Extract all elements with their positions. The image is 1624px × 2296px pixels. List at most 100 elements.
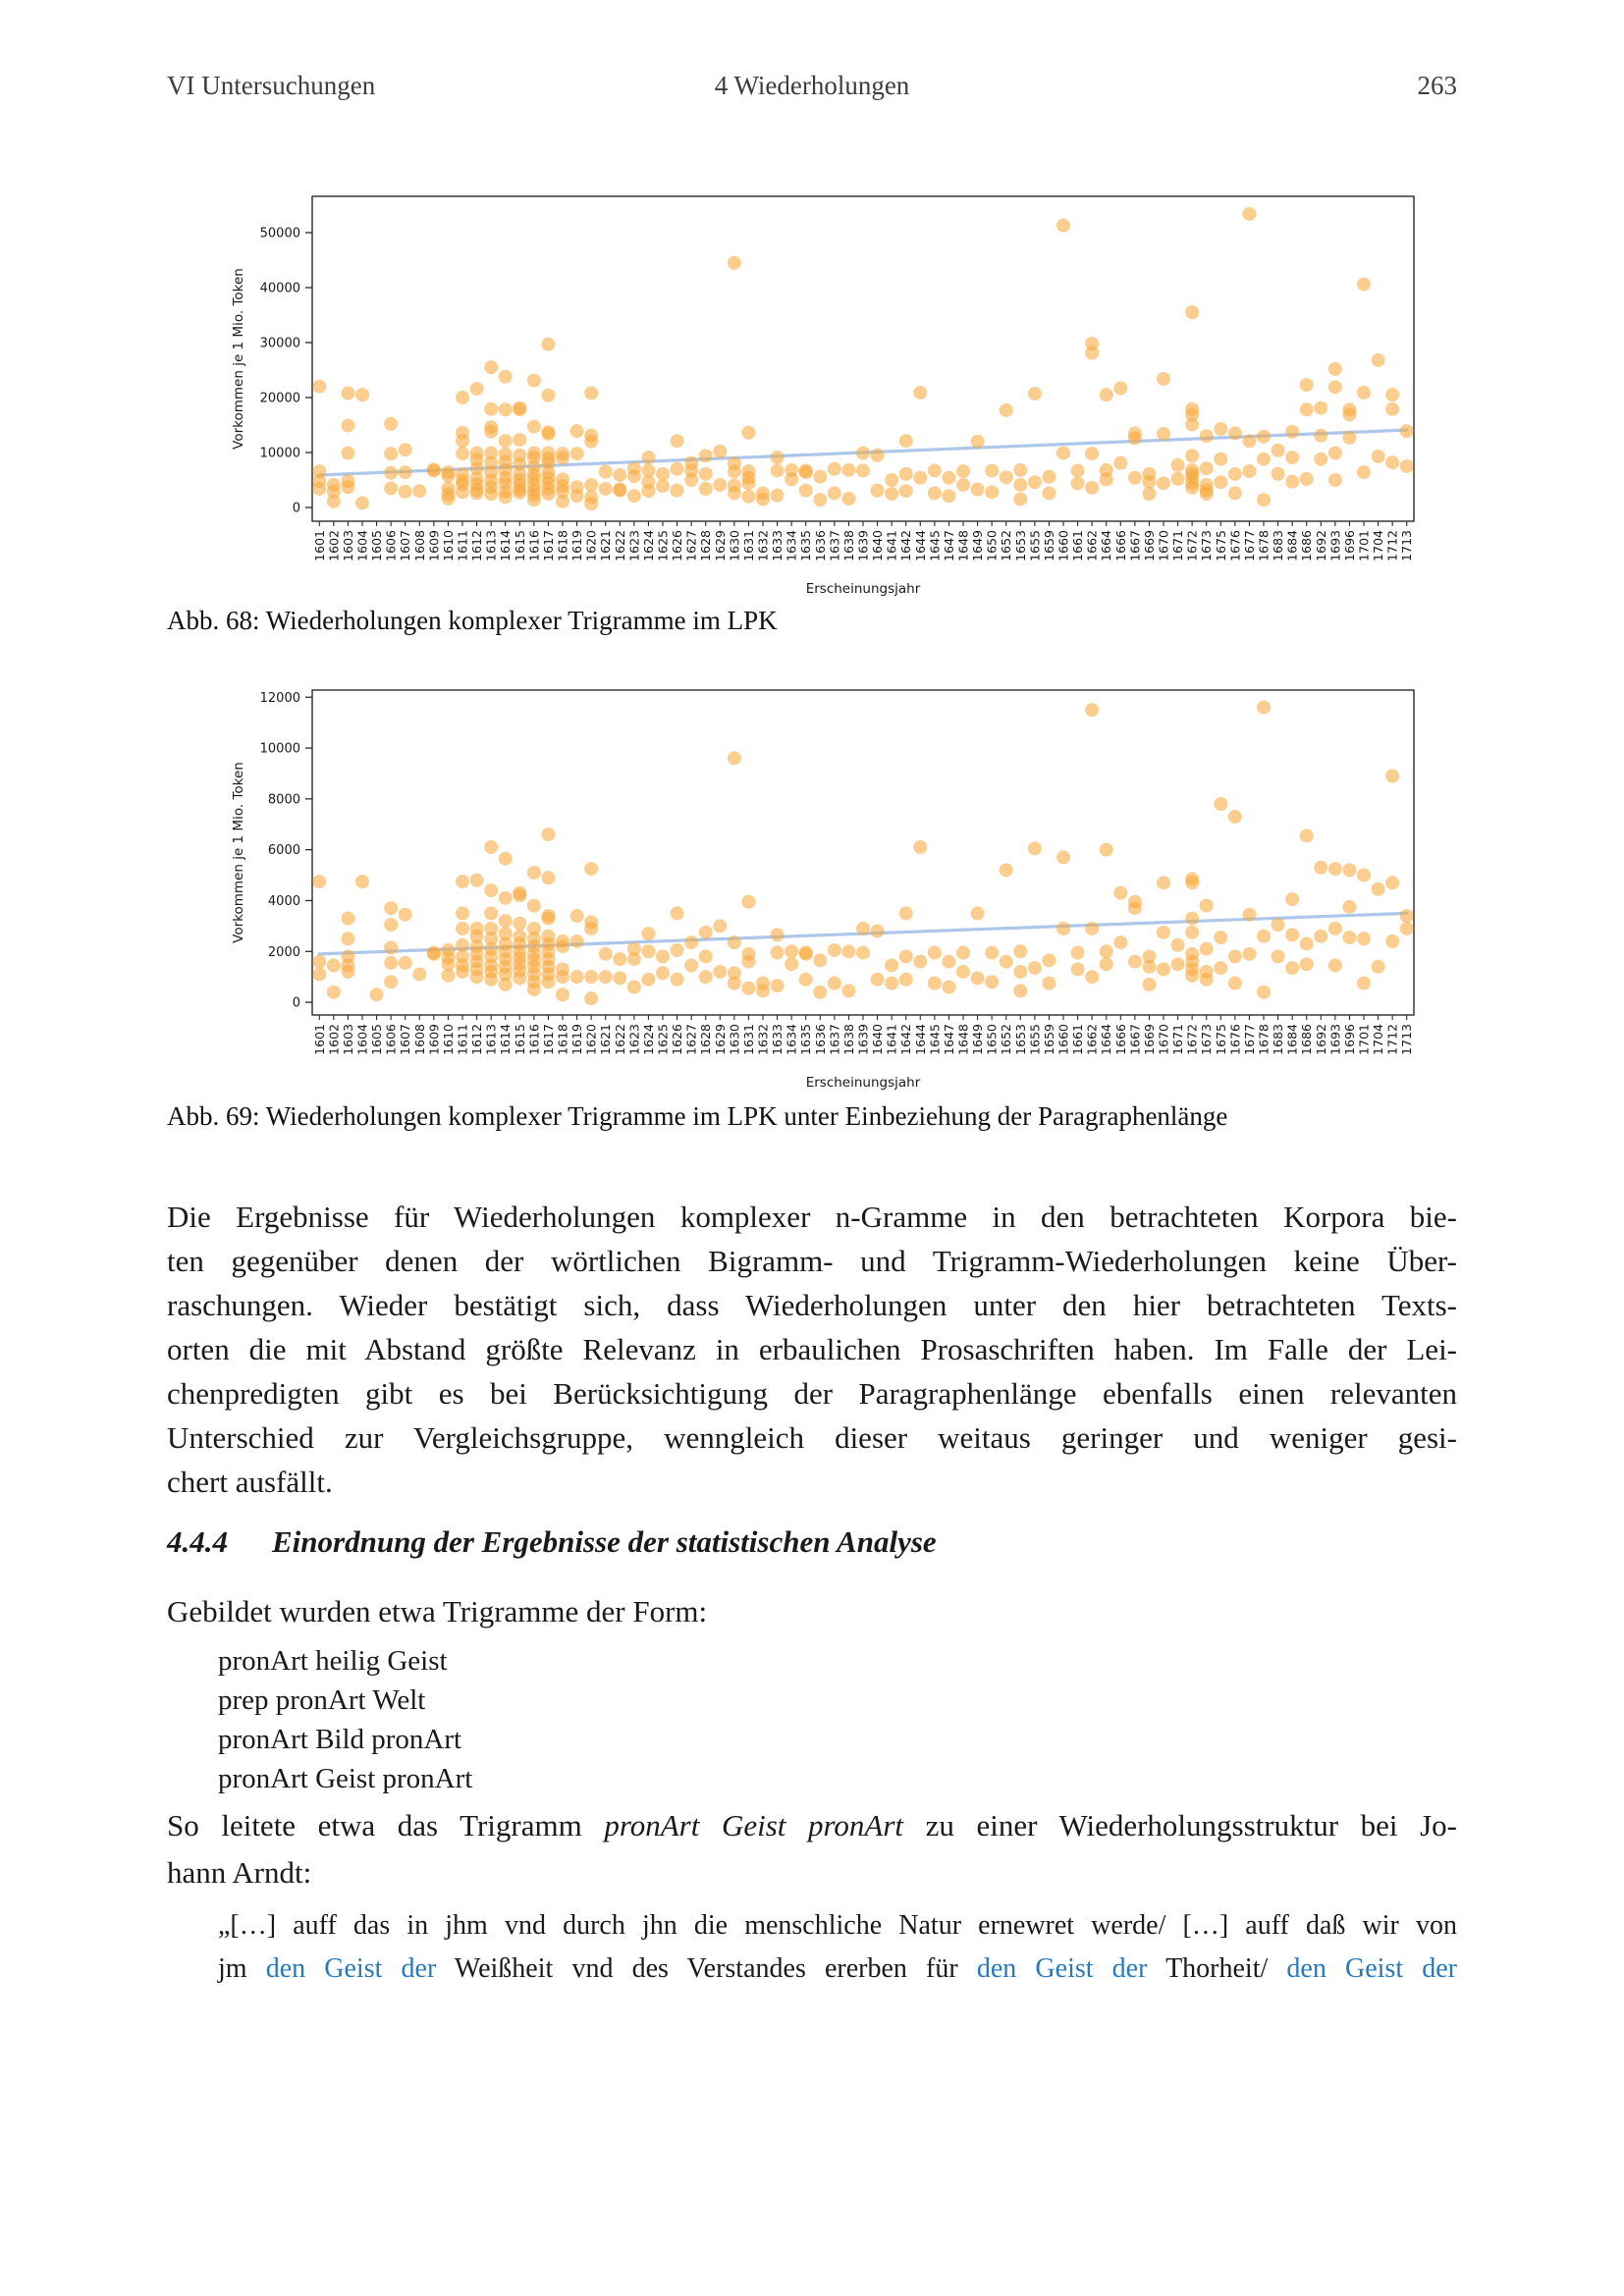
highlighted-repetition: den Geist der <box>976 1953 1148 1984</box>
svg-text:1619: 1619 <box>569 1024 584 1055</box>
svg-text:1638: 1638 <box>841 1024 856 1055</box>
running-header: VI Untersuchungen 4 Wiederholungen 263 <box>167 71 1457 106</box>
svg-text:1670: 1670 <box>1157 1024 1171 1055</box>
svg-text:1612: 1612 <box>469 530 484 561</box>
svg-text:1644: 1644 <box>913 1024 928 1055</box>
page-number: 263 <box>1417 71 1458 100</box>
body-paragraph: Die Ergebnisse für Wiederholungen komple… <box>167 1195 1457 1504</box>
svg-text:1615: 1615 <box>513 1024 527 1055</box>
text-run: hann Arndt: <box>167 1855 312 1890</box>
svg-text:4000: 4000 <box>268 894 300 909</box>
svg-text:Vorkommen je 1 Mio. Token: Vorkommen je 1 Mio. Token <box>231 268 246 450</box>
highlighted-repetition: den Geist der <box>1286 1953 1457 1984</box>
svg-text:1676: 1676 <box>1227 530 1242 561</box>
trigram-example: pronArt Bild pronArt <box>218 1724 462 1755</box>
svg-text:1686: 1686 <box>1299 530 1314 561</box>
svg-text:1653: 1653 <box>1013 1024 1028 1055</box>
svg-text:1649: 1649 <box>970 1024 985 1055</box>
svg-text:1627: 1627 <box>684 1024 699 1055</box>
svg-text:1624: 1624 <box>641 530 656 561</box>
svg-text:1648: 1648 <box>956 1024 971 1055</box>
header-section: 4 Wiederholungen <box>714 71 910 100</box>
trigram-example: pronArt Geist pronArt <box>218 1763 473 1794</box>
paragraph-line: orten die mit Abstand größte Relevanz in… <box>167 1332 1457 1366</box>
svg-text:12000: 12000 <box>260 691 300 706</box>
paragraph-line: Unterschied zur Vergleichsgruppe, wenngl… <box>167 1420 1457 1455</box>
svg-text:1704: 1704 <box>1371 1024 1385 1055</box>
svg-text:10000: 10000 <box>260 446 300 460</box>
svg-text:1655: 1655 <box>1027 1024 1042 1055</box>
svg-text:1616: 1616 <box>526 530 541 561</box>
svg-text:1648: 1648 <box>956 530 971 561</box>
svg-text:1603: 1603 <box>341 530 355 561</box>
svg-text:1678: 1678 <box>1257 530 1272 561</box>
svg-text:1664: 1664 <box>1099 1024 1113 1055</box>
paragraph-line: raschungen. Wieder bestätigt sich, dass … <box>167 1288 1457 1322</box>
svg-text:1642: 1642 <box>898 530 913 561</box>
svg-text:1647: 1647 <box>942 530 956 561</box>
svg-text:1672: 1672 <box>1185 530 1200 561</box>
svg-text:1670: 1670 <box>1157 530 1171 561</box>
svg-text:1693: 1693 <box>1327 1024 1342 1055</box>
svg-text:1623: 1623 <box>626 530 641 561</box>
svg-text:1636: 1636 <box>813 530 828 561</box>
trigram-example-list: pronArt heilig Geist prep pronArt Welt pro… <box>218 1641 1200 1798</box>
section-number: 4.4.4 <box>167 1524 228 1559</box>
svg-text:1712: 1712 <box>1385 1024 1400 1055</box>
svg-text:1692: 1692 <box>1314 530 1328 561</box>
svg-text:1634: 1634 <box>785 1024 799 1055</box>
svg-text:1633: 1633 <box>770 530 785 561</box>
text-run: jm <box>218 1953 266 1984</box>
svg-text:1606: 1606 <box>384 530 399 561</box>
svg-text:1701: 1701 <box>1357 1024 1372 1055</box>
svg-text:1612: 1612 <box>469 1024 484 1055</box>
svg-text:1713: 1713 <box>1399 1024 1414 1055</box>
svg-text:1672: 1672 <box>1185 1024 1200 1055</box>
text-run: Thorheit/ <box>1147 1953 1287 1984</box>
svg-text:1667: 1667 <box>1127 1024 1142 1055</box>
svg-text:1608: 1608 <box>412 1024 427 1055</box>
text-run: So leitete etwa das Trigramm <box>167 1808 605 1842</box>
svg-text:1632: 1632 <box>756 530 771 561</box>
svg-text:1611: 1611 <box>456 530 470 561</box>
svg-text:1633: 1633 <box>770 1024 785 1055</box>
svg-text:1639: 1639 <box>856 530 871 561</box>
text-line: jm den Geist der Weißheit vnd des Versta… <box>218 1948 1457 1991</box>
svg-text:1692: 1692 <box>1314 1024 1328 1055</box>
text-line: So leitete etwa das Trigramm pronArt Gei… <box>167 1802 1457 1849</box>
figure-caption-abb-68: Abb. 68: Wiederholungen komplexer Trigra… <box>167 606 778 635</box>
svg-text:1619: 1619 <box>569 530 584 561</box>
paragraph-line: ten gegenüber denen der wörtlichen Bigra… <box>167 1244 1457 1278</box>
svg-text:1645: 1645 <box>927 1024 942 1055</box>
svg-text:1626: 1626 <box>670 1024 684 1055</box>
svg-text:1701: 1701 <box>1357 530 1372 561</box>
svg-text:1631: 1631 <box>741 1024 756 1055</box>
svg-text:1678: 1678 <box>1257 1024 1272 1055</box>
svg-text:1615: 1615 <box>513 530 527 561</box>
svg-text:1607: 1607 <box>398 530 412 561</box>
svg-text:1604: 1604 <box>355 530 370 561</box>
svg-text:1676: 1676 <box>1227 1024 1242 1055</box>
svg-text:1627: 1627 <box>684 530 699 561</box>
svg-text:1608: 1608 <box>412 530 427 561</box>
svg-text:20000: 20000 <box>260 391 300 405</box>
trigram-example: pronArt heilig Geist <box>218 1645 448 1677</box>
svg-text:1602: 1602 <box>326 1024 341 1055</box>
svg-text:1635: 1635 <box>798 530 813 561</box>
svg-text:1629: 1629 <box>713 530 728 561</box>
svg-text:1704: 1704 <box>1371 530 1385 561</box>
svg-text:1640: 1640 <box>870 1024 885 1055</box>
svg-text:10000: 10000 <box>260 742 300 757</box>
svg-text:1630: 1630 <box>727 530 741 561</box>
svg-text:1605: 1605 <box>369 530 384 561</box>
svg-text:1621: 1621 <box>598 1024 613 1055</box>
svg-text:1613: 1613 <box>484 530 499 561</box>
svg-text:1609: 1609 <box>426 1024 441 1055</box>
svg-text:1655: 1655 <box>1027 530 1042 561</box>
svg-text:1635: 1635 <box>798 1024 813 1055</box>
svg-text:1650: 1650 <box>985 1024 1000 1055</box>
svg-text:1673: 1673 <box>1199 530 1214 561</box>
svg-text:1614: 1614 <box>498 530 513 561</box>
svg-text:1624: 1624 <box>641 1024 656 1055</box>
svg-text:Erscheinungsjahr: Erscheinungsjahr <box>806 1075 921 1091</box>
